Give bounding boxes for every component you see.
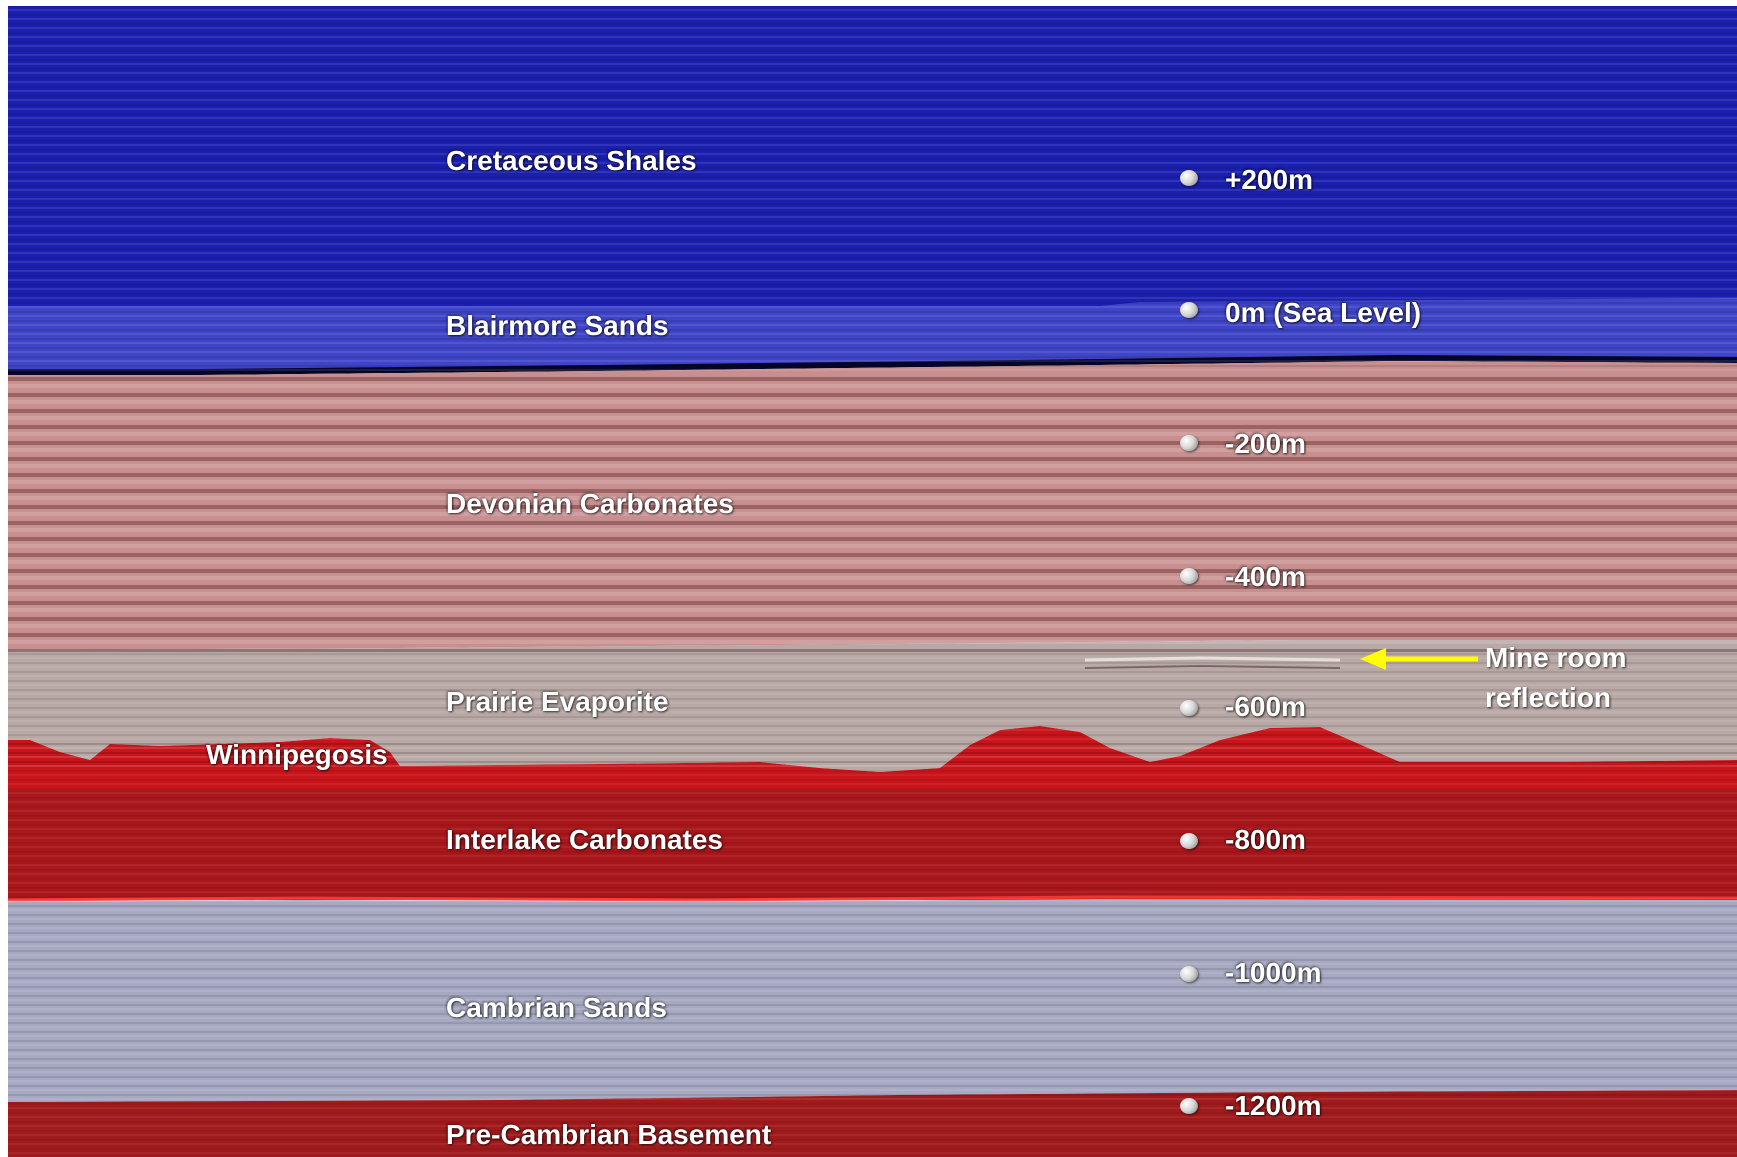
depth-label-minus-200: -200m (1225, 428, 1306, 459)
arrow-left-icon (1360, 648, 1478, 670)
depth-marker-icon (1180, 435, 1198, 451)
depth-label-sea-level: 0m (Sea Level) (1225, 297, 1422, 328)
depth-marker-icon (1180, 568, 1198, 584)
annotation-line-2: reflection (1485, 682, 1612, 713)
layer-label-devonian-carbonates: Devonian Carbonates (446, 488, 734, 519)
depth-label-minus-600: -600m (1225, 691, 1306, 722)
layer-label-cambrian-sands: Cambrian Sands (446, 992, 667, 1023)
depth-marker-icon (1180, 1098, 1198, 1114)
depth-label-minus-1000: -1000m (1225, 957, 1322, 988)
depth-label-minus-400: -400m (1225, 561, 1306, 592)
annotation-line-1: Mine room (1485, 642, 1627, 673)
depth-marker-icon (1180, 966, 1198, 982)
depth-label-minus-1200: -1200m (1225, 1090, 1322, 1121)
annotation-mine-room-reflection: Mine room reflection (1485, 638, 1627, 718)
depth-label-minus-800: -800m (1225, 824, 1306, 855)
depth-marker-icon (1180, 700, 1198, 716)
depth-label-plus-200: +200m (1225, 164, 1313, 195)
depth-marker-icon (1180, 833, 1198, 849)
layer-label-cretaceous-shales: Cretaceous Shales (446, 145, 697, 176)
layer-label-blairmore-sands: Blairmore Sands (446, 310, 669, 341)
layer-label-interlake-carbonates: Interlake Carbonates (446, 824, 723, 855)
layer-label-pre-cambrian-basement: Pre-Cambrian Basement (446, 1119, 772, 1150)
layer-label-winnipegosis: Winnipegosis (206, 739, 388, 770)
depth-marker-icon (1180, 170, 1198, 186)
depth-marker-icon (1180, 302, 1198, 318)
layer-label-prairie-evaporite: Prairie Evaporite (446, 686, 669, 717)
